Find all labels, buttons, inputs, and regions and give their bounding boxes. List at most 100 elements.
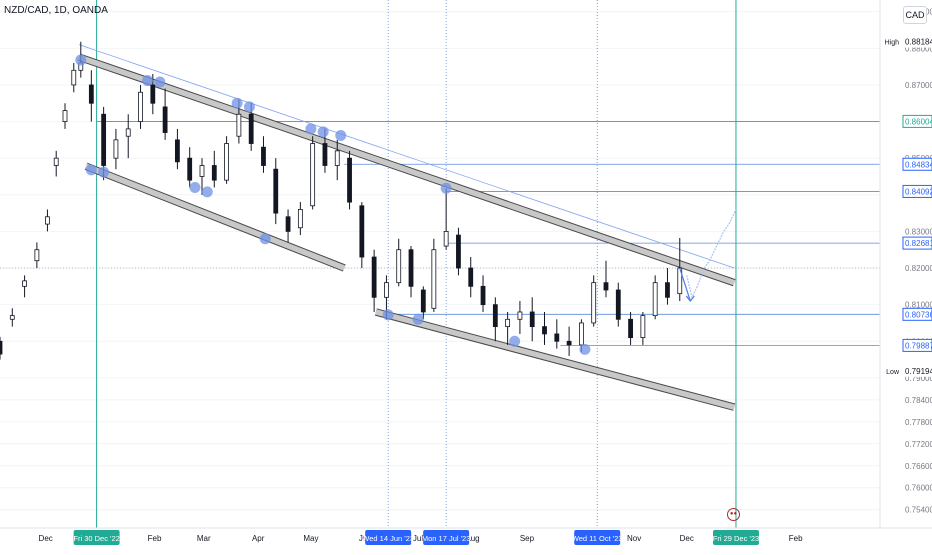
candle-body <box>542 326 547 335</box>
candle-body <box>347 157 352 203</box>
candle-body <box>9 315 15 320</box>
y-tick-label: 0.79000 <box>905 374 932 383</box>
price-label-box <box>902 114 932 128</box>
x-tick-label: Dec <box>680 534 694 543</box>
touch-point <box>75 54 87 66</box>
touch-point <box>509 335 521 347</box>
touch-point <box>579 343 591 355</box>
price-label-box <box>902 338 932 352</box>
currency-button[interactable]: CAD <box>903 6 927 24</box>
x-tick-label: Jul <box>413 534 423 543</box>
candle-body <box>211 165 217 181</box>
price-label-box <box>902 157 932 171</box>
candle-body <box>0 340 3 355</box>
candle-body <box>517 311 523 320</box>
price-tag-high: High <box>885 40 900 47</box>
x-tick-label: Apr <box>252 534 265 543</box>
candle-body <box>322 143 328 166</box>
events-icon[interactable]: ●● <box>727 508 740 521</box>
candle-body <box>652 282 658 317</box>
candle-body <box>22 280 27 287</box>
candle-body <box>468 267 474 287</box>
candle-body <box>285 216 291 232</box>
date-marker-label-bg <box>365 530 412 545</box>
touch-point <box>440 182 452 194</box>
candle-body <box>628 318 633 338</box>
candle-body <box>199 165 205 177</box>
price-label: 0.84834 <box>905 160 932 169</box>
forecast-arrowhead <box>685 295 695 302</box>
candle-body <box>615 289 621 320</box>
y-tick-label: 0.76600 <box>905 462 932 471</box>
touch-point <box>98 166 110 178</box>
y-tick-label: 0.81000 <box>905 301 932 310</box>
date-marker-label: Mon 17 Jul '23 <box>422 534 471 543</box>
candle-body <box>101 113 107 166</box>
date-marker-label: Wed 11 Oct '23 <box>572 534 623 543</box>
candle-body <box>396 249 402 284</box>
y-tick-label: 0.87000 <box>905 81 932 90</box>
date-marker-label-bg <box>574 530 621 545</box>
candle-body <box>236 113 242 137</box>
candle-body <box>591 282 597 324</box>
candle-body <box>505 318 511 328</box>
date-marker-label: Wed 14 Jun '23 <box>362 534 414 543</box>
candle-body <box>420 289 426 313</box>
price-label: 0.88184 <box>905 38 932 47</box>
price-label: 0.79194 <box>905 367 932 376</box>
touch-point <box>201 186 213 198</box>
channel-lower-support-2 <box>375 309 735 410</box>
projection-path <box>686 209 737 300</box>
candle-body <box>248 113 254 144</box>
price-label: 0.80736 <box>905 310 932 319</box>
candle-body <box>408 249 414 287</box>
candle-body <box>34 249 40 262</box>
touch-point <box>382 309 394 321</box>
date-marker-label-bg <box>423 530 470 545</box>
price-label-box <box>902 236 932 250</box>
touch-point <box>142 75 154 87</box>
candle-body <box>113 139 119 159</box>
price-label: 0.79887 <box>905 341 932 350</box>
candle-body <box>45 216 50 225</box>
candle-body <box>359 205 365 258</box>
candle-body <box>554 333 560 342</box>
channel-lower-support-1 <box>85 163 346 271</box>
x-tick-label: May <box>303 534 318 543</box>
price-label: 0.84092 <box>905 187 932 196</box>
candle-body <box>578 322 584 346</box>
price-tag-low: Low <box>886 369 900 376</box>
candle-body <box>431 249 437 309</box>
candle-body <box>261 146 266 166</box>
candle-body <box>138 91 143 122</box>
price-label: 0.82681 <box>905 239 932 248</box>
price-label: 0.86004 <box>905 117 932 126</box>
candle-body <box>665 282 670 298</box>
candle-body <box>310 143 316 207</box>
touch-point <box>189 181 201 193</box>
candle-body <box>62 110 68 122</box>
y-tick-label: 0.82000 <box>905 264 932 273</box>
candle-body <box>443 231 449 247</box>
x-tick-label: Nov <box>627 534 641 543</box>
x-tick-label: Sep <box>520 534 535 543</box>
candle-body <box>187 157 193 181</box>
candle-body <box>529 311 535 328</box>
candle-body <box>125 128 131 137</box>
candle-body <box>456 234 461 269</box>
y-tick-label: 0.78400 <box>905 396 932 405</box>
chart-title: NZD/CAD, 1D, OANDA <box>4 5 108 16</box>
touch-point <box>85 164 97 176</box>
candle-body <box>88 84 94 104</box>
candle-body <box>53 157 59 166</box>
candle-body <box>384 282 389 298</box>
candle-body <box>334 150 340 166</box>
price-label-box <box>902 307 932 321</box>
y-tick-label: 0.76000 <box>905 484 932 493</box>
x-tick-label: Dec <box>39 534 53 543</box>
y-tick-label: 0.83000 <box>905 227 932 236</box>
x-tick-label: Aug <box>465 534 479 543</box>
x-tick-label: Mar <box>197 534 211 543</box>
